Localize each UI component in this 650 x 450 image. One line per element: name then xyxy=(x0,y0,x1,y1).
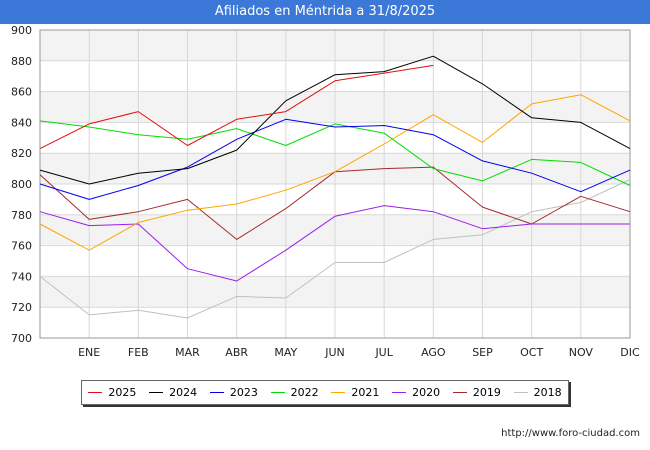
legend-item-2024: 2024 xyxy=(149,386,197,399)
y-tick-label: 800 xyxy=(11,178,32,191)
legend-label: 2025 xyxy=(108,386,137,399)
y-tick-label: 760 xyxy=(11,240,32,253)
legend-swatch xyxy=(452,392,467,393)
y-tick-label: 780 xyxy=(11,209,32,222)
x-tick-label: MAY xyxy=(274,346,297,359)
x-tick-label: JUL xyxy=(374,346,393,359)
y-tick-label: 820 xyxy=(11,147,32,160)
legend-swatch xyxy=(392,392,407,393)
legend-swatch xyxy=(270,392,285,393)
legend-item-2019: 2019 xyxy=(452,386,501,399)
legend-item-2021: 2021 xyxy=(331,386,379,399)
x-tick-label: ABR xyxy=(225,346,248,359)
series-line-2021 xyxy=(39,94,631,251)
x-tick-label: NOV xyxy=(569,346,594,359)
x-tick-label: FEB xyxy=(128,346,149,359)
legend-label: 2018 xyxy=(533,386,562,399)
legend-label: 2022 xyxy=(290,386,319,399)
legend-swatch xyxy=(209,392,224,393)
x-tick-label: SEP xyxy=(472,346,493,359)
legend-swatch xyxy=(88,392,103,393)
series-line-2022 xyxy=(39,120,631,186)
legend: 2025 2024 2023 2022 2021 2020 2019 2018 xyxy=(81,380,569,405)
legend-label: 2019 xyxy=(472,386,501,399)
legend-label: 2024 xyxy=(169,386,198,399)
y-tick-label: 720 xyxy=(11,301,32,314)
x-tick-label: MAR xyxy=(175,346,200,359)
legend-item-2022: 2022 xyxy=(270,386,319,399)
x-tick-label: ENE xyxy=(78,346,100,359)
legend-swatch xyxy=(149,392,164,393)
x-tick-label: DIC xyxy=(620,346,640,359)
series-line-2018 xyxy=(39,178,631,319)
y-tick-label: 900 xyxy=(11,24,32,37)
legend-item-2023: 2023 xyxy=(209,386,258,399)
series-line-2025 xyxy=(39,64,434,150)
x-tick-label: AGO xyxy=(421,346,446,359)
y-tick-label: 860 xyxy=(11,86,32,99)
series-line-2020 xyxy=(39,205,630,282)
series-line-2023 xyxy=(39,118,631,200)
y-tick-label: 740 xyxy=(11,270,32,283)
chart-title: Afiliados en Méntrida a 31/8/2025 xyxy=(0,0,650,24)
y-tick-label: 840 xyxy=(11,116,32,129)
legend-swatch xyxy=(331,392,346,393)
x-tick-label: JUN xyxy=(324,346,345,359)
legend-swatch xyxy=(513,392,528,393)
legend-label: 2020 xyxy=(412,386,441,399)
y-tick-label: 880 xyxy=(11,55,32,68)
x-tick-label: OCT xyxy=(520,346,543,359)
y-tick-label: 700 xyxy=(11,332,32,345)
legend-item-2025: 2025 xyxy=(88,386,136,399)
legend-label: 2023 xyxy=(229,386,258,399)
legend-item-2020: 2020 xyxy=(392,386,440,399)
legend-label: 2021 xyxy=(351,386,380,399)
source-footer: http://www.foro-ciudad.com xyxy=(501,428,640,439)
series-line-2024 xyxy=(39,55,631,185)
legend-item-2018: 2018 xyxy=(513,386,562,399)
